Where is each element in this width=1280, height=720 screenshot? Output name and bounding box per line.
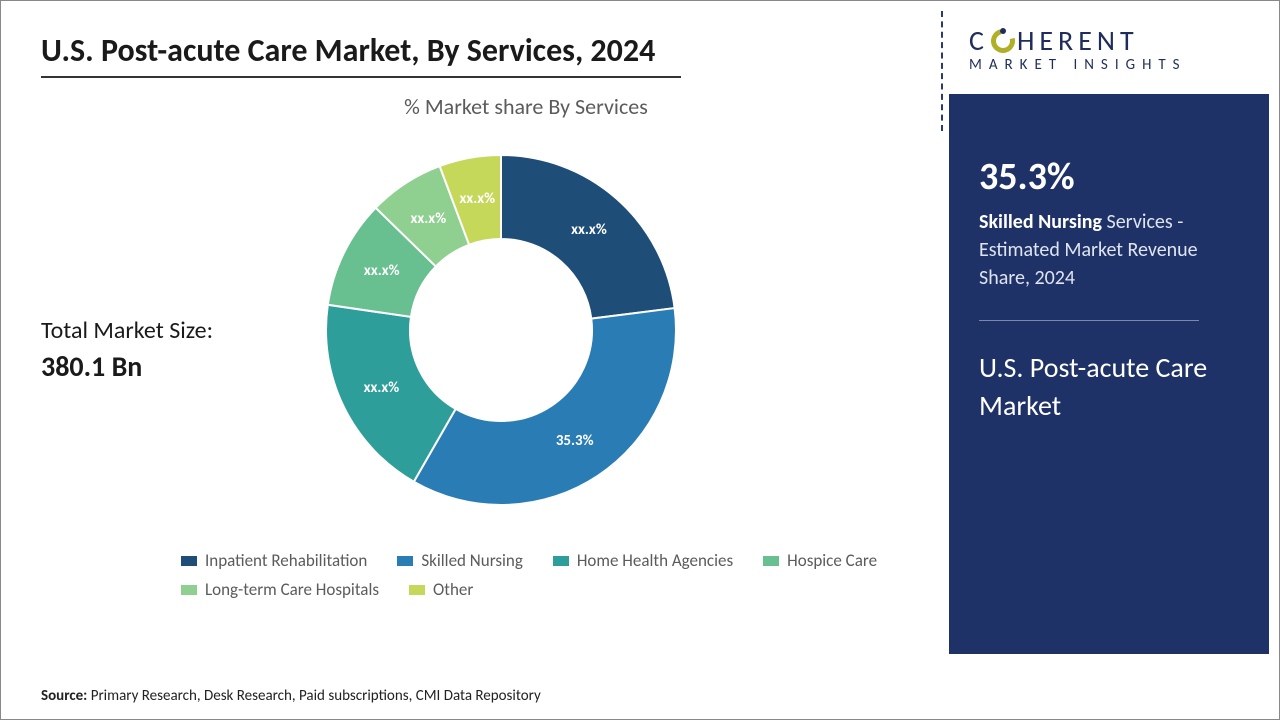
legend-label: Home Health Agencies	[577, 550, 733, 571]
brand-logo: C HERENT MARKET INSIGHTS	[949, 1, 1279, 84]
logo-line2: MARKET INSIGHTS	[969, 56, 1259, 74]
donut-chart: xx.x% 35.3% xx.x% xx.x% xx.x% xx.x%	[301, 130, 701, 530]
slice-label: xx.x%	[459, 190, 495, 208]
highlight-stat: 35.3%	[979, 154, 1245, 200]
page-title: U.S. Post-acute Care Market, By Services…	[41, 31, 911, 70]
legend-swatch	[397, 556, 413, 566]
highlight-description: Skilled Nursing Services - Estimated Mar…	[979, 208, 1245, 292]
legend-item: Home Health Agencies	[553, 550, 733, 571]
highlight-market-name: U.S. Post-acute Care Market	[979, 349, 1245, 425]
legend-item: Long-term Care Hospitals	[181, 579, 379, 600]
vertical-divider	[941, 11, 943, 131]
legend-swatch	[553, 556, 569, 566]
slice-label: xx.x%	[364, 262, 400, 280]
source-line: Source: Primary Research, Desk Research,…	[41, 687, 541, 705]
market-size-block: Total Market Size: 380.1 Bn	[41, 276, 301, 384]
slice-label: 35.3%	[556, 432, 594, 450]
source-text: Primary Research, Desk Research, Paid su…	[91, 687, 541, 705]
chart-subtitle: % Market share By Services	[141, 93, 911, 120]
highlight-panel: 35.3% Skilled Nursing Services - Estimat…	[949, 94, 1269, 654]
legend-item: Other	[409, 579, 473, 600]
legend-label: Other	[433, 579, 473, 600]
content-row: Total Market Size: 380.1 Bn xx.x%35.3%xx…	[41, 130, 911, 530]
legend-item: Inpatient Rehabilitation	[181, 550, 367, 571]
legend-label: Long-term Care Hospitals	[205, 579, 379, 600]
logo-ring-icon	[991, 29, 1015, 53]
legend-swatch	[181, 556, 197, 566]
slice-label: xx.x%	[571, 221, 607, 239]
legend-swatch	[409, 585, 425, 595]
logo-post: HERENT	[1017, 23, 1139, 58]
legend-swatch	[181, 585, 197, 595]
right-panel: C HERENT MARKET INSIGHTS 35.3% Skilled N…	[949, 1, 1279, 719]
legend-item: Hospice Care	[763, 550, 877, 571]
highlight-bold: Skilled Nursing	[979, 210, 1102, 234]
main-chart-area: U.S. Post-acute Care Market, By Services…	[1, 1, 941, 719]
legend-label: Skilled Nursing	[421, 550, 523, 571]
market-size-label: Total Market Size:	[41, 316, 301, 345]
legend-item: Skilled Nursing	[397, 550, 523, 571]
highlight-divider	[979, 320, 1199, 321]
chart-legend: Inpatient Rehabilitation Skilled Nursing H…	[181, 550, 901, 600]
logo-pre: C	[969, 23, 989, 58]
source-prefix: Source:	[41, 687, 87, 705]
legend-label: Inpatient Rehabilitation	[205, 550, 367, 571]
legend-swatch	[763, 556, 779, 566]
logo-line1: C HERENT	[969, 23, 1259, 58]
title-underline	[41, 76, 681, 78]
market-size-value: 380.1 Bn	[41, 349, 301, 384]
donut-svg	[301, 130, 701, 530]
slice-label: xx.x%	[364, 379, 400, 397]
legend-label: Hospice Care	[787, 550, 877, 571]
slice-label: xx.x%	[411, 210, 447, 228]
